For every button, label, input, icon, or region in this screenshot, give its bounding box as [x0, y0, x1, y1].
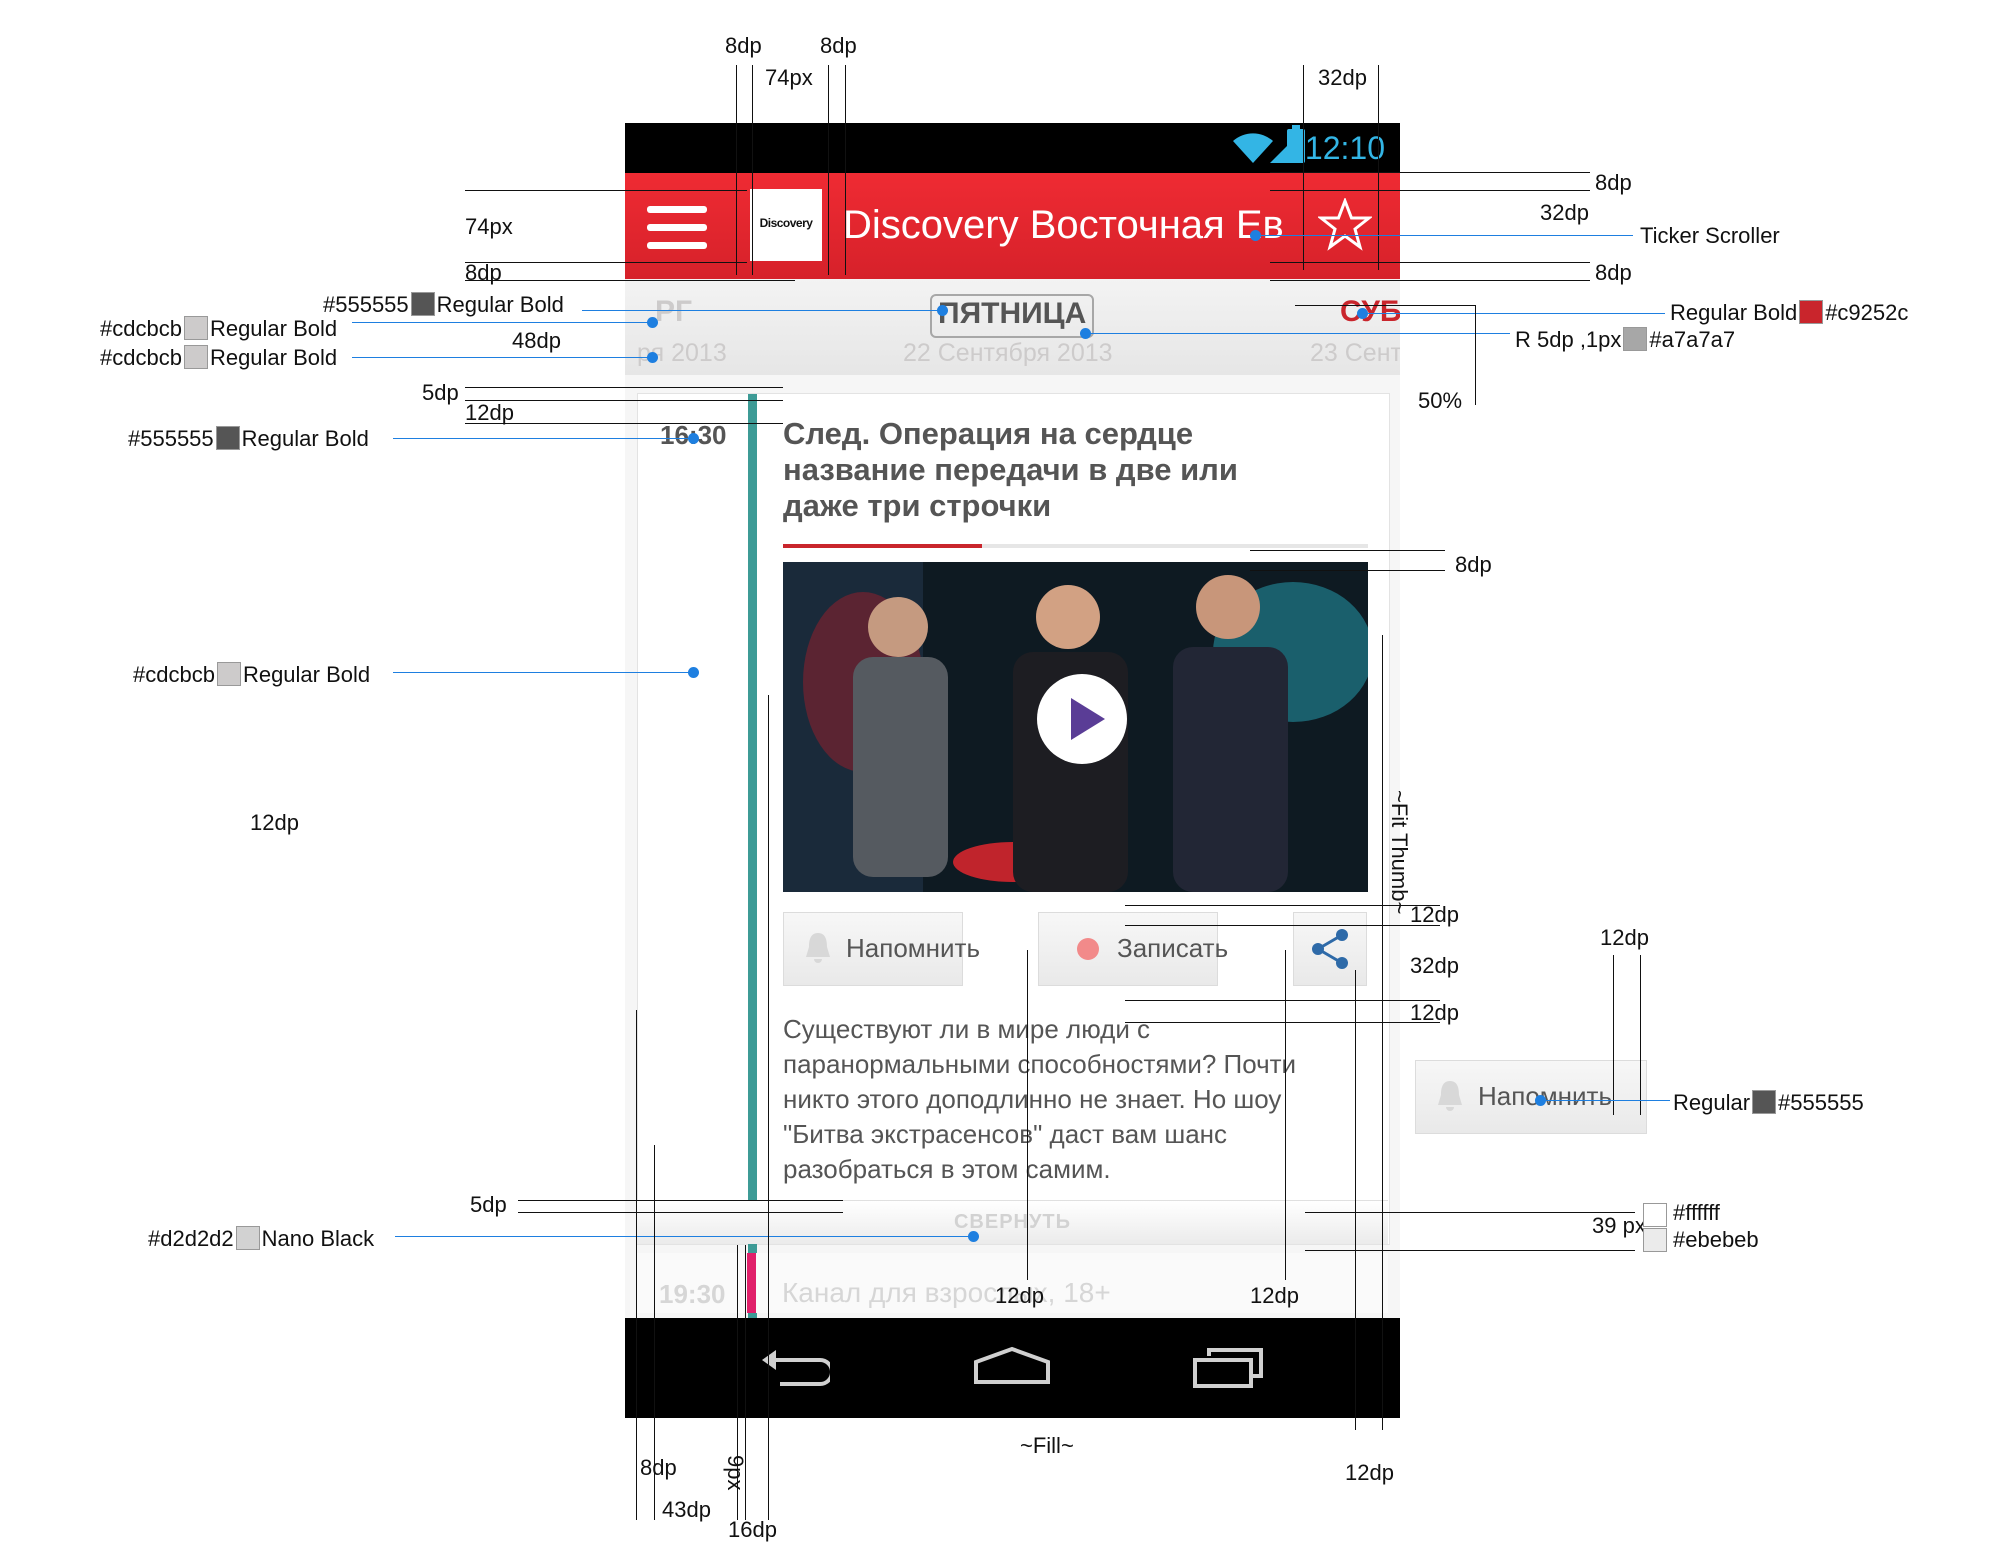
annotation-grad-gray: #ebebeb — [1673, 1227, 1759, 1252]
annotation-fill: ~Fill~ — [1020, 1433, 1074, 1458]
annotation-gap-12dp: 12dp — [465, 400, 514, 425]
annotation-day-red: Regular Bold #c9252c — [1670, 300, 1909, 325]
annotation-btn-12dp-b: 12dp — [1410, 1000, 1459, 1025]
home-icon[interactable] — [973, 1346, 1051, 1386]
program-thumbnail[interactable] — [783, 562, 1368, 892]
program-description: Существуют ли в мире люди с паранормальн… — [783, 1014, 1297, 1184]
annotation-day-cdcbcb-2: #cdcbcb Regular Bold — [100, 345, 338, 370]
logo-text: Discovery — [759, 216, 813, 230]
annotation-grad-white: #ffffff — [1673, 1200, 1720, 1225]
annotation-day-cdcbcb-1: #cdcbcb Regular Bold — [100, 316, 338, 341]
timeline-bar — [748, 394, 757, 1394]
bell-icon — [1438, 1081, 1462, 1111]
program-progress-fill — [783, 544, 982, 548]
channel-title: Discovery Восточная Ев — [843, 203, 1284, 247]
annotation-title-8dp: 8dp — [1455, 552, 1492, 577]
navigation-bar — [625, 1318, 1400, 1418]
annotation-top-74px: 74px — [765, 65, 813, 90]
annotation-gap-5dp: 5dp — [422, 380, 459, 405]
back-icon[interactable] — [760, 1348, 830, 1388]
record-label: Записать — [1117, 933, 1229, 963]
annotation-left-12dp: 12dp — [250, 810, 299, 835]
annotation-bottom-16dp: 16dp — [728, 1517, 777, 1542]
annotation-btn-32dp: 32dp — [1410, 953, 1459, 978]
annotation-sample-12dp: 12dp — [1600, 925, 1649, 950]
annotation-top-32dp: 32dp — [1318, 65, 1367, 90]
program-title: След. Операция на сердце название переда… — [783, 416, 1238, 523]
day-strip: РГ ря 2013 ПЯТНИЦА 22 Сентября 2013 СУБ … — [625, 279, 1400, 375]
day-current-date: 22 Сентября 2013 — [903, 339, 1113, 367]
next-timeline-bar — [747, 1253, 756, 1313]
bell-icon — [806, 933, 830, 963]
annotation-left-74px: 74px — [465, 214, 513, 239]
annotation-appbar-8dp-b: 8dp — [1595, 260, 1632, 285]
annotation-cdcbcb-3: #cdcbcb Regular Bold — [133, 662, 371, 687]
day-current-name[interactable]: ПЯТНИЦА — [938, 297, 1087, 330]
swatch-gray — [1643, 1228, 1667, 1252]
annotation-left-8dp: 8dp — [465, 260, 502, 285]
annotation-top-8dp-b: 8dp — [820, 33, 857, 58]
annotation-appbar-32dp: 32dp — [1540, 200, 1589, 225]
wifi-icon — [1233, 133, 1273, 163]
annotation-appbar-8dp-a: 8dp — [1595, 170, 1632, 195]
annotation-day-48dp: 48dp — [512, 328, 561, 353]
program-progress — [783, 544, 1368, 548]
channel-logo: Discovery — [750, 189, 822, 261]
annotation-bottom-12dp-c: 12dp — [1345, 1460, 1394, 1485]
day-current-frame — [930, 294, 1094, 338]
annotation-day-border: R 5dp ,1px #a7a7a7 — [1515, 327, 1736, 352]
remind-button[interactable]: Напомнить — [783, 912, 980, 986]
record-icon — [1077, 938, 1099, 960]
annotation-50pct: 50% — [1418, 388, 1463, 413]
record-button[interactable]: Записать — [1038, 912, 1228, 986]
day-next-date: 23 Сент — [1310, 339, 1400, 367]
annotation-bottom-12dp-a: 12dp — [995, 1283, 1044, 1308]
collapse-label: СВЕРНУТЬ — [953, 1211, 1072, 1233]
annotation-top-8dp-a: 8dp — [725, 33, 762, 58]
thumbnail-scene — [783, 562, 1368, 892]
app-bar: Discovery Discovery Восточная Ев — [625, 173, 1400, 279]
annotation-day-555: #555555 Regular Bold — [323, 292, 564, 317]
status-bar: 12:10 — [625, 123, 1400, 173]
star-icon[interactable] — [1318, 198, 1372, 252]
annotation-39px: 39 px — [1592, 1213, 1646, 1238]
annotation-collapse-style: #d2d2d2 Nano Black — [148, 1226, 375, 1251]
sample-remind-label: Напомнить — [1478, 1081, 1612, 1111]
annotation-ticker: Ticker Scroller — [1640, 223, 1780, 248]
battery-icon — [1287, 125, 1305, 163]
annotation-bottom-43dp: 43dp — [662, 1497, 711, 1522]
annotation-bottom-8dp: 8dp — [640, 1455, 677, 1480]
status-time: 12:10 — [1304, 130, 1385, 166]
swatch-white — [1643, 1203, 1667, 1227]
annotation-sample-style: Regular #555555 — [1673, 1090, 1864, 1115]
next-program-title: Канал для взрослых, 18+ — [782, 1277, 1111, 1308]
next-program-row[interactable]: 19:30 Канал для взрослых, 18+ — [637, 1253, 1388, 1313]
play-button[interactable] — [1037, 674, 1127, 764]
next-program-time: 19:30 — [659, 1279, 726, 1309]
annotation-time-style: #555555 Regular Bold — [128, 426, 369, 451]
day-prev-name[interactable]: РГ — [655, 295, 693, 328]
menu-icon[interactable] — [647, 206, 707, 250]
remind-label: Напомнить — [846, 933, 980, 963]
annotation-fit-thumb: ~Fit Thumb~ — [1387, 790, 1412, 915]
share-button[interactable] — [1293, 912, 1367, 986]
sample-remind-button[interactable]: Напомнить — [1415, 1060, 1647, 1134]
annotation-bottom-9px: 9px — [723, 1455, 748, 1491]
share-icon — [1312, 929, 1348, 969]
day-next-name[interactable]: СУБ — [1340, 295, 1400, 328]
play-icon — [1071, 698, 1105, 740]
annotation-bottom-12dp-b: 12dp — [1250, 1283, 1299, 1308]
annotation-btn-12dp-a: 12dp — [1410, 902, 1459, 927]
annotation-collapse-5dp: 5dp — [470, 1192, 507, 1217]
collapse-bar[interactable]: СВЕРНУТЬ — [637, 1200, 1388, 1244]
recents-icon[interactable] — [1193, 1348, 1265, 1388]
program-card: 16:30 След. Операция на сердце название … — [637, 393, 1390, 1394]
phone-screen: 12:10 Discovery Discovery Восточная Ев Р… — [625, 123, 1400, 1418]
